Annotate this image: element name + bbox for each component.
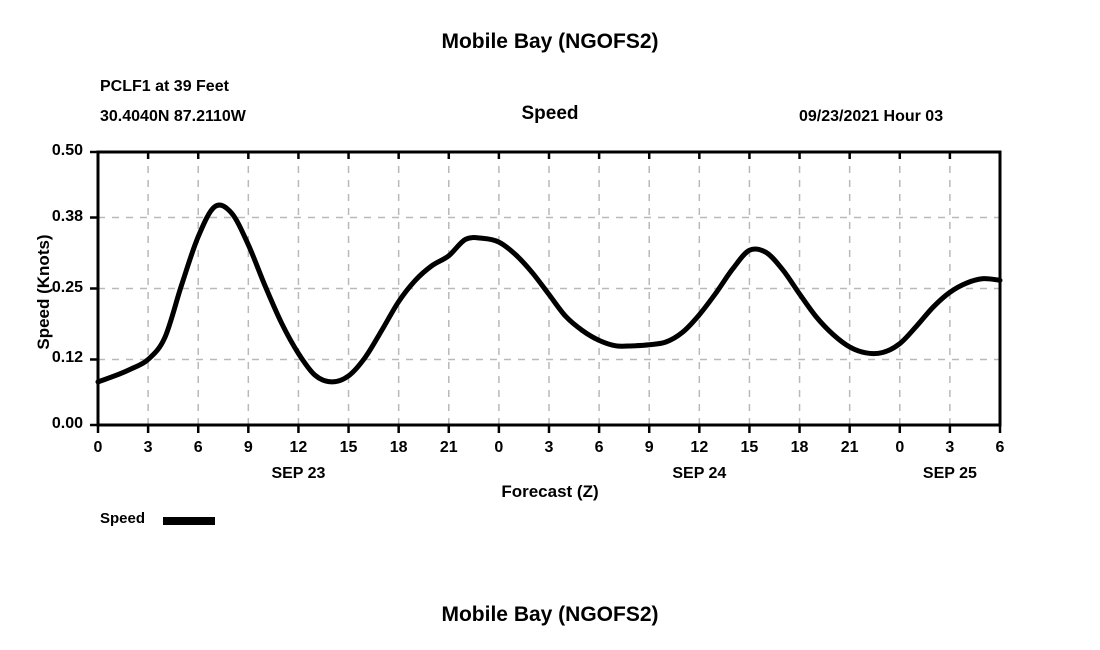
legend-label: Speed xyxy=(100,510,146,527)
x-tick-label: 18 xyxy=(790,439,809,456)
x-tick-label: 0 xyxy=(93,439,103,456)
day-label: SEP 24 xyxy=(672,465,727,482)
station-name: PCLF1 at 39 Feet xyxy=(100,78,229,95)
x-tick-label: 3 xyxy=(544,439,554,456)
chart-subtitle: Speed xyxy=(521,103,579,124)
x-tick-label: 21 xyxy=(439,439,458,456)
x-tick-label: 6 xyxy=(193,439,203,456)
x-tick-label: 9 xyxy=(644,439,654,456)
y-tick-label: 0.38 xyxy=(51,207,83,225)
data-series-speed xyxy=(95,202,1003,385)
footer-title: Mobile Bay (NGOFS2) xyxy=(441,603,659,626)
x-tick-label: 6 xyxy=(995,439,1005,456)
x-tick-label: 12 xyxy=(690,439,709,456)
x-tick-label: 0 xyxy=(494,439,504,456)
x-tick-label: 3 xyxy=(143,439,153,456)
x-tick-label: 15 xyxy=(740,439,759,456)
page-title: Mobile Bay (NGOFS2) xyxy=(441,30,659,53)
legend-swatch-speed xyxy=(163,517,215,525)
day-label: SEP 25 xyxy=(922,465,977,482)
x-axis-label: Forecast (Z) xyxy=(501,482,599,501)
y-tick-label: 0.00 xyxy=(51,415,83,432)
day-label: SEP 23 xyxy=(271,465,326,482)
x-tick-label: 6 xyxy=(594,439,604,456)
x-tick-label: 0 xyxy=(895,439,905,456)
y-tick-label: 0.12 xyxy=(51,349,83,367)
x-tick-label: 18 xyxy=(389,439,408,456)
station-coordinates: 30.4040N 87.2110W xyxy=(100,108,246,125)
model-run-stamp: 09/23/2021 Hour 03 xyxy=(799,108,944,125)
grid-lines xyxy=(98,152,1000,425)
y-tick-label: 0.25 xyxy=(51,278,83,296)
axis-ticks xyxy=(90,150,1002,433)
x-tick-label: 3 xyxy=(945,439,955,456)
x-tick-label: 21 xyxy=(840,439,859,456)
x-tick-label: 15 xyxy=(339,439,358,456)
y-tick-label: 0.50 xyxy=(51,142,83,159)
x-tick-label: 9 xyxy=(243,439,253,456)
x-tick-label: 12 xyxy=(289,439,308,456)
